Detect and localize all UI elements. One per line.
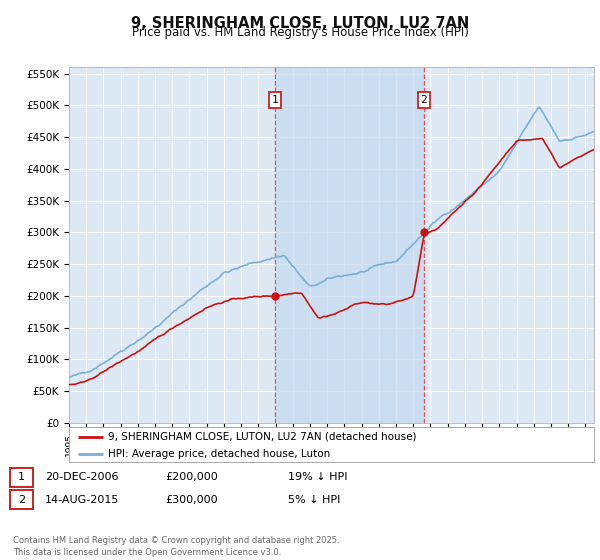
- Text: 9, SHERINGHAM CLOSE, LUTON, LU2 7AN (detached house): 9, SHERINGHAM CLOSE, LUTON, LU2 7AN (det…: [109, 432, 417, 442]
- Text: 20-DEC-2006: 20-DEC-2006: [45, 472, 119, 482]
- Text: 19% ↓ HPI: 19% ↓ HPI: [288, 472, 347, 482]
- Text: Price paid vs. HM Land Registry's House Price Index (HPI): Price paid vs. HM Land Registry's House …: [131, 26, 469, 39]
- Text: 14-AUG-2015: 14-AUG-2015: [45, 494, 119, 505]
- Text: HPI: Average price, detached house, Luton: HPI: Average price, detached house, Luto…: [109, 449, 331, 459]
- Text: 5% ↓ HPI: 5% ↓ HPI: [288, 494, 340, 505]
- Text: 2: 2: [421, 95, 427, 105]
- Text: £200,000: £200,000: [165, 472, 218, 482]
- Text: 1: 1: [18, 472, 25, 482]
- Text: £300,000: £300,000: [165, 494, 218, 505]
- Text: 1: 1: [272, 95, 278, 105]
- Text: 9, SHERINGHAM CLOSE, LUTON, LU2 7AN: 9, SHERINGHAM CLOSE, LUTON, LU2 7AN: [131, 16, 469, 31]
- Text: 2: 2: [18, 494, 25, 505]
- Text: Contains HM Land Registry data © Crown copyright and database right 2025.
This d: Contains HM Land Registry data © Crown c…: [13, 536, 340, 557]
